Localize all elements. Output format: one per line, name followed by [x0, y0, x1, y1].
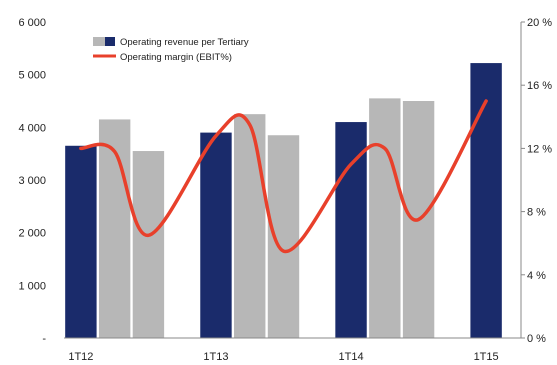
legend-label-revenue: Operating revenue per Tertiary: [120, 37, 249, 48]
x-tick-label: 1T13: [203, 351, 228, 363]
x-tick-label: 1T15: [474, 351, 499, 363]
x-axis: 1T12 1T13 1T14 1T15: [64, 337, 521, 363]
y-left-tick-label: 5 000: [18, 70, 46, 82]
legend-swatch-revenue-navy: [105, 37, 115, 46]
legend: Operating revenue per Tertiary Operating…: [93, 37, 249, 63]
y-right-tick-label: 8 %: [527, 207, 546, 219]
y-left-tick-label: 3 000: [18, 175, 46, 187]
y-right-tick-label: 20 %: [527, 17, 552, 29]
bar-2T13: [234, 114, 266, 339]
right-axis: 0 % 4 % 8 % 12 % 16 % 20 %: [520, 17, 552, 345]
line-series: [79, 99, 488, 253]
legend-label-margin: Operating margin (EBIT%): [120, 52, 232, 63]
y-left-tick-label: 1 000: [18, 280, 46, 292]
x-tick-label: 1T14: [338, 351, 363, 363]
y-left-tick-label: -: [42, 333, 46, 345]
y-left-tick-label: 4 000: [18, 122, 46, 134]
y-left-tick-label: 2 000: [18, 228, 46, 240]
bar-3T12: [132, 151, 165, 338]
bar-1T12: [65, 145, 97, 338]
y-right-tick-label: 16 %: [527, 80, 552, 92]
y-right-tick-label: 0 %: [527, 333, 546, 345]
bar-1T14: [335, 122, 367, 338]
y-right-tick-label: 12 %: [527, 143, 552, 155]
bar-2T14: [369, 98, 401, 338]
bar-1T15: [470, 63, 502, 339]
x-tick-label: 1T12: [68, 351, 93, 363]
y-left-tick-label: 6 000: [18, 17, 46, 29]
bar-3T13: [267, 135, 300, 338]
margin-line: [79, 99, 488, 253]
left-axis: - 1 000 2 000 3 000 4 000 5 000 6 000: [18, 17, 46, 345]
bar-2T12: [98, 119, 131, 338]
y-right-tick-label: 4 %: [527, 270, 546, 282]
legend-swatch-revenue-gray: [93, 37, 105, 46]
bar-series: [65, 63, 502, 339]
bar-1T13: [200, 132, 232, 338]
